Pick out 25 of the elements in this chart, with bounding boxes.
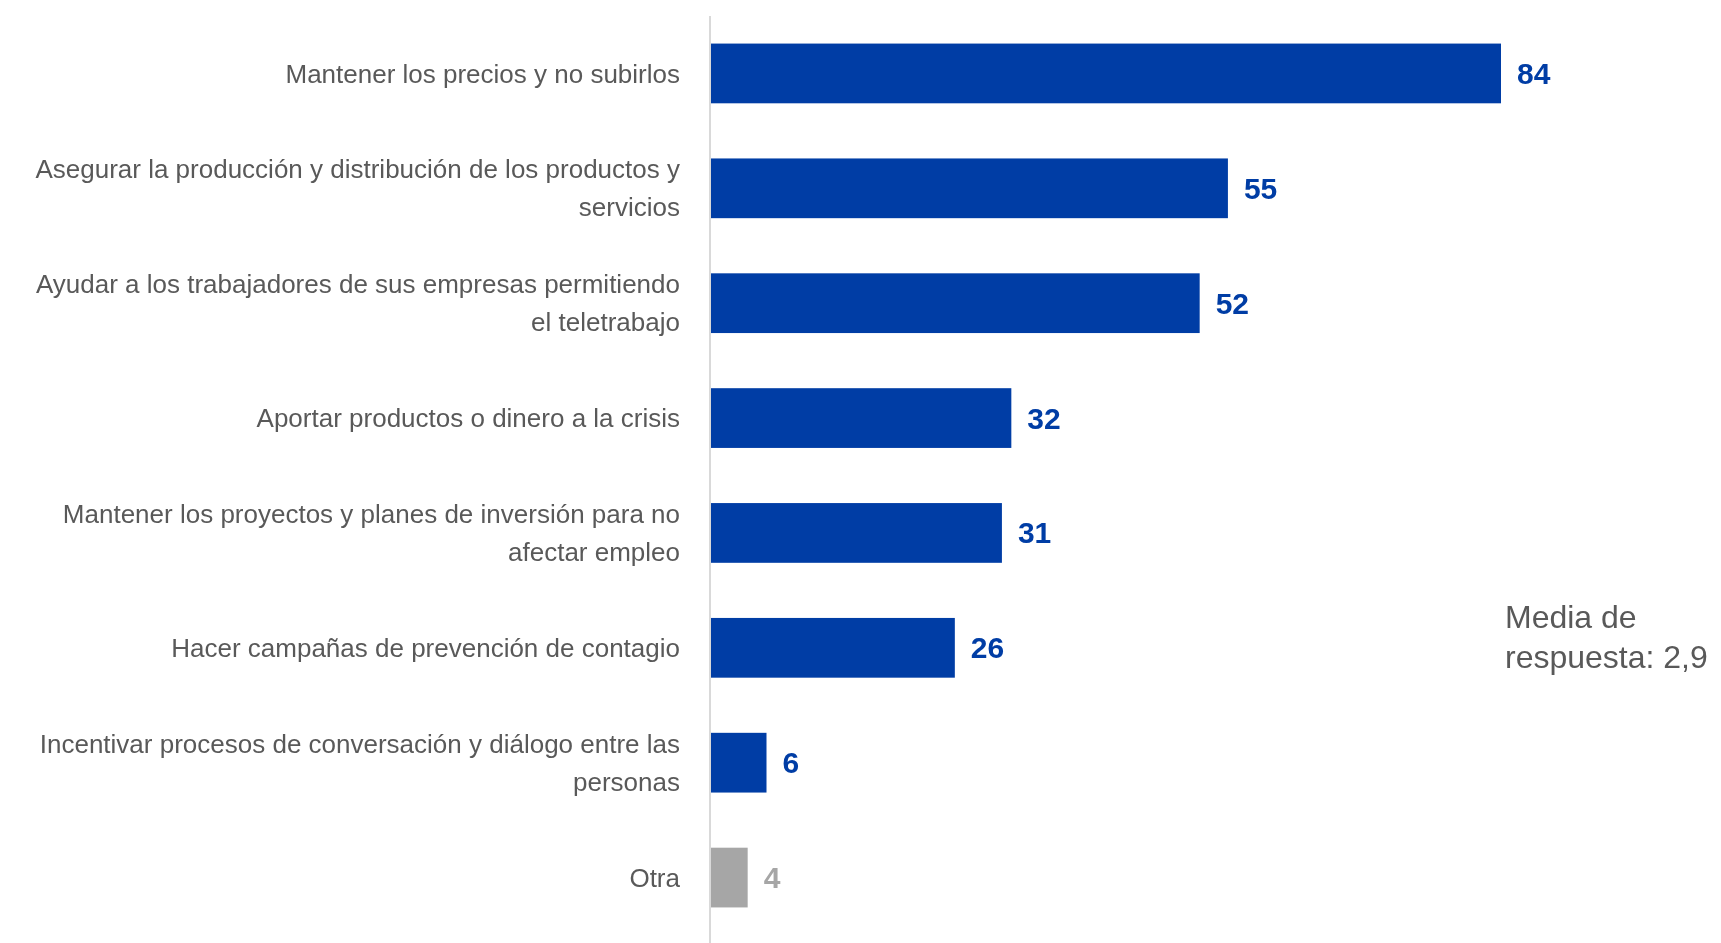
data-label: 6 — [782, 746, 800, 780]
bar — [710, 158, 1228, 219]
y-tick-label: Mantener los precios y no subirlos — [285, 58, 680, 89]
data-label: 52 — [1215, 286, 1250, 320]
y-tick-label: Aportar productos o dinero a la crisis — [256, 403, 680, 434]
bar — [710, 617, 955, 678]
data-label: 4 — [763, 861, 781, 895]
text: Media de respuesta: 2,9 — [1505, 599, 1708, 675]
y-tick-label: Hacer campañas de prevención de contagio — [171, 632, 680, 663]
bar — [710, 847, 748, 908]
bar — [710, 732, 767, 793]
y-tick-label: Mantener los proyectos y planes de inversión para no afectar empleo — [62, 499, 680, 568]
data-label: 32 — [1027, 401, 1061, 435]
bar — [710, 273, 1200, 334]
y-tick-label: Asegurar la producción y distribución de los productos y servicios — [35, 154, 680, 223]
bar — [710, 503, 1002, 563]
data-label: 26 — [970, 631, 1005, 665]
bar — [710, 388, 1012, 448]
data-label: 31 — [1017, 516, 1052, 550]
bar — [710, 43, 1501, 104]
data-label: 55 — [1243, 171, 1278, 205]
data-label: 84 — [1517, 56, 1551, 90]
y-tick-label: Ayudar a los trabajadores de sus empresas permitiendo el teletrabajo — [35, 269, 680, 338]
y-tick-label: Otra — [629, 862, 681, 893]
y-tick-label: Incentivar procesos de conversación y diálogo entre las personas — [39, 728, 680, 797]
